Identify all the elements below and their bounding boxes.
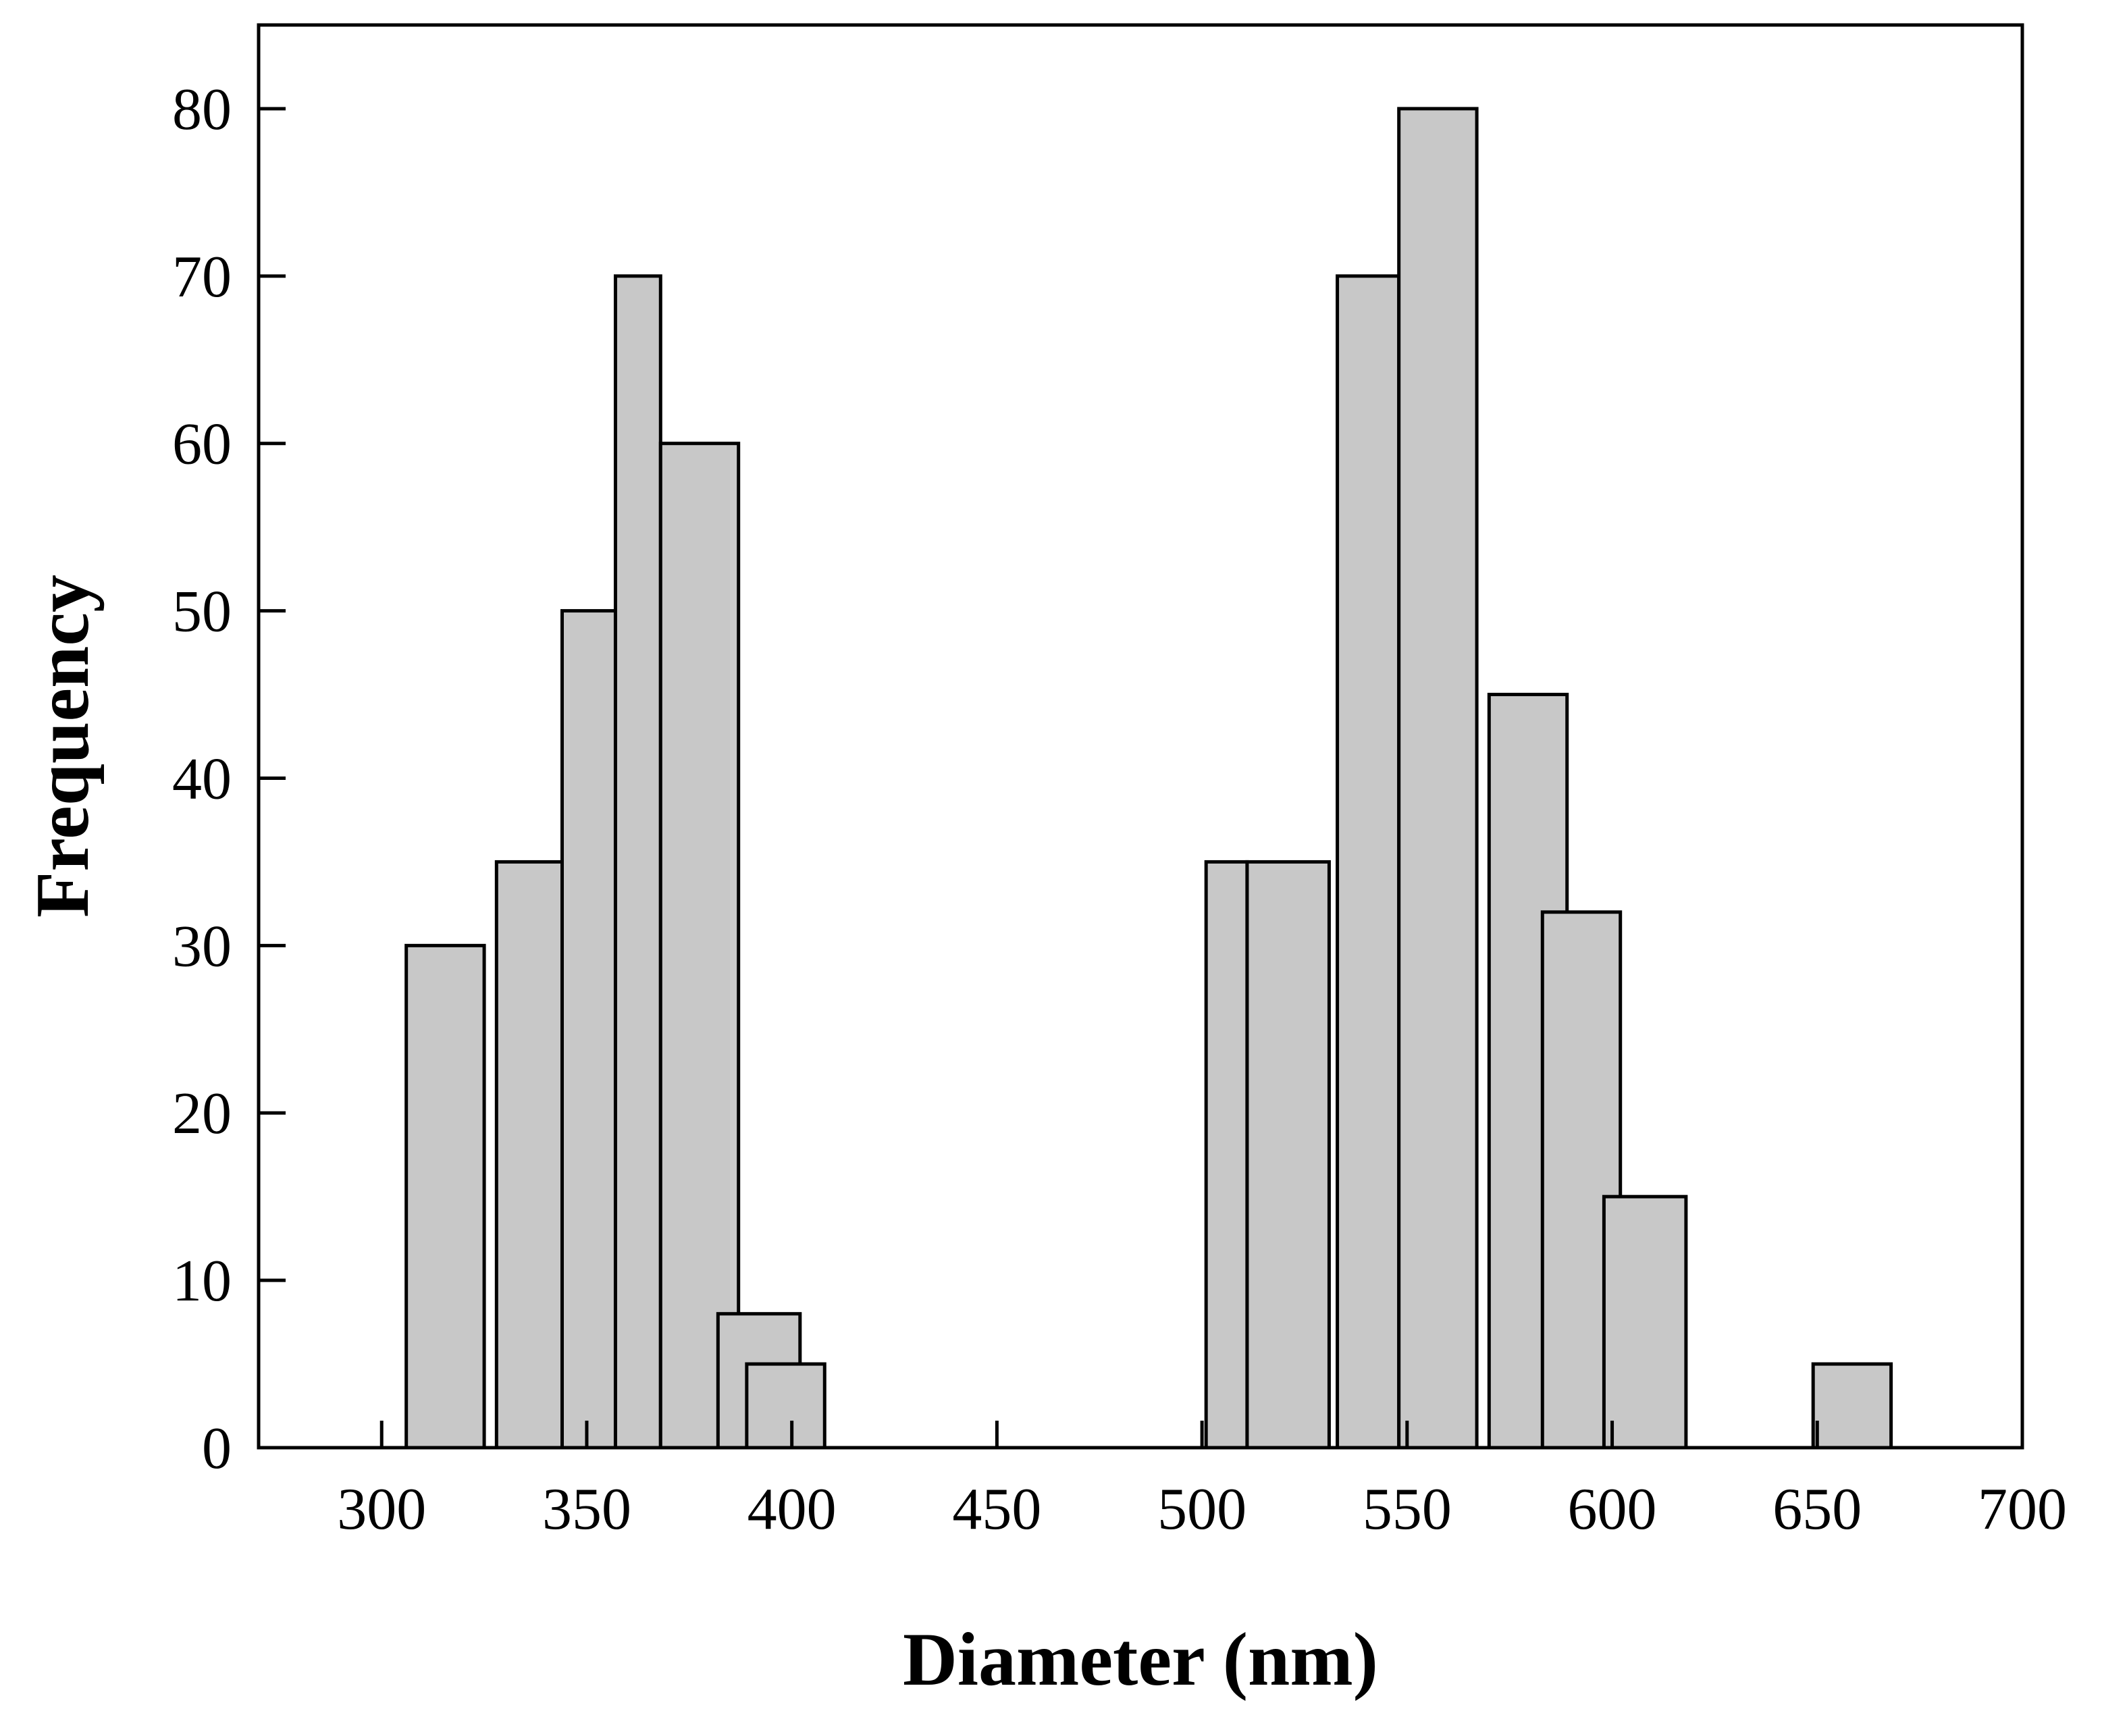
x-tick-label-1: 350 — [542, 1477, 631, 1542]
histogram-bar-9 — [1336, 274, 1401, 1450]
y-tick-label-3: 30 — [172, 914, 232, 979]
histogram-bar-0 — [404, 943, 486, 1450]
x-axis-ticks: 300 350 400 450 500 550 600 650 700 — [337, 1421, 2067, 1542]
y-axis-title: Frequency — [21, 575, 105, 918]
x-tick-label-2: 400 — [747, 1477, 837, 1542]
plot-frame — [257, 23, 2024, 1450]
histogram-bar-1 — [494, 860, 564, 1450]
y-tick-label-0: 0 — [202, 1416, 232, 1481]
y-tick-label-7: 70 — [172, 244, 232, 310]
histogram-bar-14 — [1811, 1362, 1893, 1450]
x-tick-label-0: 300 — [337, 1477, 426, 1542]
histogram-bar-4 — [658, 442, 741, 1450]
histogram-bar-7 — [1204, 860, 1249, 1450]
x-axis-title: Diameter (nm) — [903, 1618, 1378, 1702]
y-axis-ticks: 0 10 20 30 40 50 60 70 80 — [172, 77, 286, 1481]
histogram-bar-8 — [1245, 860, 1331, 1450]
y-tick-label-4: 40 — [172, 746, 232, 812]
y-tick-label-8: 80 — [172, 77, 232, 142]
x-tick-label-5: 550 — [1363, 1477, 1452, 1542]
histogram-bar-10 — [1397, 107, 1479, 1450]
histogram-bar-13 — [1602, 1194, 1688, 1450]
y-tick-label-5: 50 — [172, 579, 232, 645]
y-tick-label-6: 60 — [172, 412, 232, 477]
histogram-bar-6 — [745, 1362, 826, 1450]
x-tick-label-7: 650 — [1772, 1477, 1862, 1542]
histogram-bar-3 — [613, 274, 662, 1450]
y-tick-label-1: 10 — [172, 1248, 232, 1314]
x-tick-label-8: 700 — [1978, 1477, 2067, 1542]
x-tick-label-3: 450 — [952, 1477, 1041, 1542]
x-tick-label-4: 500 — [1157, 1477, 1246, 1542]
y-tick-label-2: 20 — [172, 1081, 232, 1147]
x-tick-label-6: 600 — [1568, 1477, 1657, 1542]
bars-group — [404, 107, 1893, 1450]
histogram-bar-2 — [560, 609, 617, 1450]
